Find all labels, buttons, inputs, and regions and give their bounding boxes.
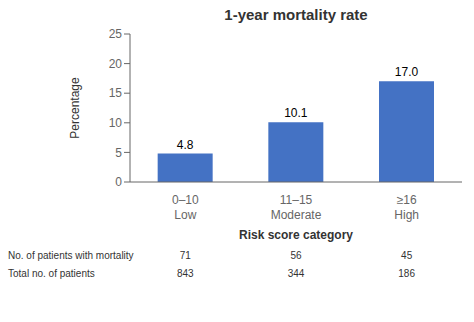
- svg-text:4.8: 4.8: [177, 138, 194, 152]
- svg-text:17.0: 17.0: [395, 65, 419, 79]
- svg-text:Percentage: Percentage: [68, 77, 82, 139]
- svg-text:0–10Low: 0–10Low: [172, 193, 199, 222]
- svg-text:0: 0: [115, 175, 122, 189]
- svg-text:≥16High: ≥16High: [394, 193, 419, 222]
- html-text:186: 186: [398, 268, 415, 279]
- svg-text:11–15Moderate: 11–15Moderate: [271, 193, 322, 222]
- svg-text:15: 15: [109, 86, 123, 100]
- svg-text:10.1: 10.1: [284, 106, 308, 120]
- svg-text:25: 25: [109, 27, 123, 41]
- html-text:344: 344: [287, 268, 305, 279]
- html-text:No. of patients with mortality: No. of patients with mortality: [8, 250, 134, 261]
- html-text:71: 71: [179, 250, 191, 261]
- html-text:843: 843: [177, 268, 194, 279]
- html-text:Total no. of patients: Total no. of patients: [8, 268, 95, 279]
- html-text:Risk score category: Risk score category: [239, 228, 353, 242]
- svg-text:10: 10: [109, 116, 123, 130]
- html-text:56: 56: [290, 250, 302, 261]
- html-text:1-year mortality rate: 1-year mortality rate: [224, 6, 368, 23]
- svg-text:5: 5: [115, 146, 122, 160]
- svg-text:20: 20: [109, 57, 123, 71]
- html-text:45: 45: [401, 250, 413, 261]
